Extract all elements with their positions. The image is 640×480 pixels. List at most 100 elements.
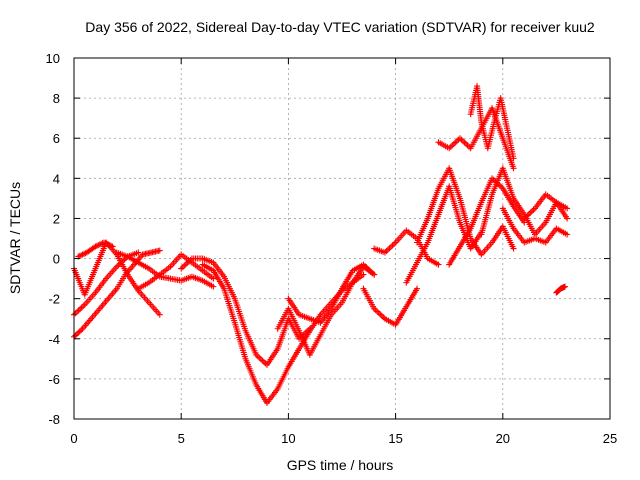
series-arc-n bbox=[414, 165, 517, 258]
x-tick-label: 20 bbox=[496, 431, 510, 446]
data-point bbox=[103, 240, 110, 247]
data-point bbox=[210, 275, 217, 282]
y-tick-label: -8 bbox=[48, 412, 60, 427]
data-point bbox=[76, 328, 83, 335]
data-point bbox=[80, 303, 87, 310]
data-point bbox=[210, 283, 217, 290]
data-point bbox=[75, 307, 82, 314]
y-tick-label: -2 bbox=[48, 292, 60, 307]
y-tick-label: 10 bbox=[46, 51, 60, 66]
x-tick-label: 15 bbox=[388, 431, 402, 446]
y-tick-label: 8 bbox=[53, 91, 60, 106]
data-point bbox=[391, 240, 398, 247]
data-point bbox=[453, 138, 460, 145]
data-point bbox=[77, 305, 84, 312]
data-point bbox=[156, 311, 163, 318]
y-tick-label: -4 bbox=[48, 332, 60, 347]
data-point bbox=[101, 239, 108, 246]
data-point bbox=[93, 242, 100, 249]
data-point bbox=[109, 243, 116, 250]
y-tick-label: 6 bbox=[53, 131, 60, 146]
plot-frame bbox=[73, 57, 611, 420]
series-arc-p bbox=[467, 83, 517, 162]
data-point bbox=[135, 249, 142, 256]
data-point bbox=[374, 308, 381, 315]
data-point bbox=[179, 264, 186, 271]
data-point bbox=[461, 139, 468, 146]
y-tick-label: 0 bbox=[53, 252, 60, 267]
data-point bbox=[564, 215, 571, 222]
x-tick-label: 25 bbox=[603, 431, 617, 446]
data-point bbox=[389, 242, 396, 249]
data-point bbox=[98, 240, 105, 247]
series-arc-j bbox=[285, 261, 378, 326]
series-arc-t bbox=[521, 191, 571, 222]
data-point bbox=[510, 245, 517, 252]
data-point bbox=[386, 245, 393, 252]
data-point bbox=[360, 271, 367, 278]
data-point bbox=[388, 243, 395, 250]
data-point bbox=[78, 327, 85, 334]
data-point bbox=[435, 261, 442, 268]
data-point bbox=[75, 329, 82, 336]
data-point bbox=[564, 231, 571, 238]
data-point bbox=[78, 304, 85, 311]
data-point bbox=[76, 252, 83, 259]
series-arc-e bbox=[113, 249, 217, 290]
data-point bbox=[81, 250, 88, 257]
data-point bbox=[74, 308, 81, 315]
chart-title: Day 356 of 2022, Sidereal Day-to-day VTE… bbox=[85, 19, 595, 35]
series-arc-s bbox=[499, 205, 571, 246]
data-point bbox=[72, 310, 79, 317]
data-point bbox=[414, 285, 421, 292]
y-axis-label: SDTVAR / TECUs bbox=[7, 182, 23, 294]
series-arc-d bbox=[75, 239, 116, 260]
y-tick-label: 2 bbox=[53, 211, 60, 226]
y-tick-label: -6 bbox=[48, 372, 60, 387]
x-axis-label: GPS time / hours bbox=[287, 457, 394, 473]
data-point bbox=[79, 251, 86, 258]
data-point bbox=[106, 242, 113, 249]
y-tick-label: 4 bbox=[53, 171, 60, 186]
data-point bbox=[108, 242, 115, 249]
data-point bbox=[527, 209, 534, 216]
data-point bbox=[447, 143, 454, 150]
data-point bbox=[259, 357, 266, 364]
data-point bbox=[72, 332, 79, 339]
data-point bbox=[456, 135, 463, 142]
data-point bbox=[181, 262, 188, 269]
data-point bbox=[96, 241, 103, 248]
x-tick-label: 0 bbox=[70, 431, 77, 446]
data-point bbox=[371, 271, 378, 278]
data-point bbox=[95, 242, 102, 249]
data-point bbox=[464, 142, 471, 149]
data-point bbox=[78, 252, 85, 259]
data-point bbox=[452, 139, 459, 146]
data-point bbox=[73, 331, 80, 338]
data-point bbox=[92, 243, 99, 250]
data-layer bbox=[71, 83, 571, 406]
data-point bbox=[510, 155, 517, 162]
data-point bbox=[510, 165, 517, 172]
data-point bbox=[178, 265, 185, 272]
x-tick-label: 10 bbox=[281, 431, 295, 446]
data-point bbox=[102, 240, 109, 247]
series-arc-g bbox=[178, 255, 313, 368]
series-arc-k bbox=[360, 285, 421, 328]
data-point bbox=[105, 241, 112, 248]
data-point bbox=[528, 208, 535, 215]
series-arc-m bbox=[403, 183, 485, 286]
data-point bbox=[530, 206, 537, 213]
data-point bbox=[257, 356, 264, 363]
data-point bbox=[378, 312, 385, 319]
data-point bbox=[496, 182, 503, 189]
data-point bbox=[450, 140, 457, 147]
series-arc-u bbox=[553, 283, 568, 296]
series-arc-i bbox=[274, 263, 378, 358]
x-tick-label: 5 bbox=[178, 431, 185, 446]
data-point bbox=[383, 248, 390, 255]
tick-layer: 0 5 10 15 20 25 -8 -6 -4 -2 0 2 4 6 8 10 bbox=[46, 51, 618, 446]
data-point bbox=[375, 309, 382, 316]
data-point bbox=[260, 358, 267, 365]
